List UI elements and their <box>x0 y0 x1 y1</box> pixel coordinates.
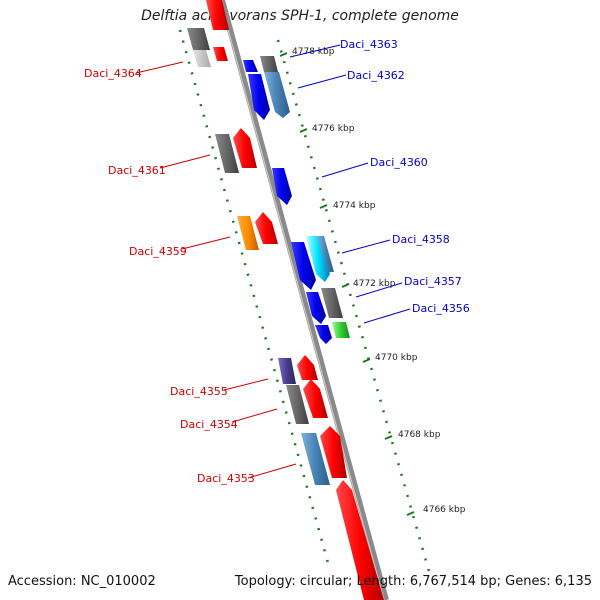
gene-4353-steel[interactable] <box>301 433 330 485</box>
gene-4354-gray[interactable] <box>286 385 309 424</box>
tick-label: 4770 kbp <box>375 353 418 363</box>
tick-label: 4768 kbp <box>398 430 441 440</box>
gene-4358-steel[interactable] <box>317 236 334 272</box>
gene-label-daci-4360[interactable]: Daci_4360 <box>370 156 428 169</box>
gene-4355-purple[interactable] <box>278 358 296 384</box>
gene-4361-gray[interactable] <box>215 134 239 173</box>
gene-4363-blue[interactable] <box>243 60 258 72</box>
gene-4361-red[interactable] <box>233 128 257 168</box>
gene-4355-red[interactable] <box>297 355 318 380</box>
gene-block-top-left[interactable] <box>187 28 211 67</box>
gene-label-daci-4354[interactable]: Daci_4354 <box>180 418 238 431</box>
gene-label-daci-4357[interactable]: Daci_4357 <box>404 275 462 288</box>
gene-4358-blue[interactable] <box>291 242 316 290</box>
gene-label-daci-4363[interactable]: Daci_4363 <box>340 38 398 51</box>
gene-label-daci-4358[interactable]: Daci_4358 <box>392 233 450 246</box>
gene-label-daci-4364[interactable]: Daci_4364 <box>84 67 142 80</box>
gene-label-daci-4359[interactable]: Daci_4359 <box>129 245 187 258</box>
gene-4362-blue[interactable] <box>248 74 270 120</box>
gene-4359-red[interactable] <box>255 212 278 244</box>
gene-label-daci-4355[interactable]: Daci_4355 <box>170 385 228 398</box>
gene-4353-red[interactable] <box>320 426 347 478</box>
gene-label-daci-4356[interactable]: Daci_4356 <box>412 302 470 315</box>
tick-label: 4766 kbp <box>423 505 466 515</box>
tick-label: 4778 kbp <box>292 47 335 57</box>
genome-backbone <box>219 0 389 600</box>
gene-4357-blue[interactable] <box>306 292 326 324</box>
left-leader-lines <box>135 61 297 479</box>
right-leader-lines <box>289 44 411 324</box>
gene-4356-green[interactable] <box>332 322 350 338</box>
gene-label-daci-4362[interactable]: Daci_4362 <box>347 69 405 82</box>
accession-label: Accession: NC_010002 <box>8 574 156 589</box>
gene-4363-gray[interactable] <box>260 56 278 72</box>
gene-bottom-red[interactable] <box>336 480 384 600</box>
gene-4358-cyan[interactable] <box>306 236 330 282</box>
right-dotted-track <box>276 39 432 576</box>
gene-label-daci-4353[interactable]: Daci_4353 <box>197 472 255 485</box>
tick-label: 4772 kbp <box>353 279 396 289</box>
gene-block-4364[interactable] <box>206 0 229 61</box>
gene-4360-blue[interactable] <box>272 168 292 205</box>
gene-4357-gray[interactable] <box>321 288 343 318</box>
gene-4354-red[interactable] <box>303 379 328 418</box>
tick-label: 4774 kbp <box>333 201 376 211</box>
gene-4362-steel[interactable] <box>264 72 290 118</box>
tick-label: 4776 kbp <box>312 124 355 134</box>
major-ticks <box>279 52 415 516</box>
gene-4356-blue[interactable] <box>315 325 332 344</box>
genome-backbone-highlight <box>219 0 385 600</box>
gene-4359-orange[interactable] <box>237 216 259 250</box>
genome-summary: Topology: circular; Length: 6,767,514 bp… <box>234 574 592 589</box>
gene-label-daci-4361[interactable]: Daci_4361 <box>108 164 166 177</box>
